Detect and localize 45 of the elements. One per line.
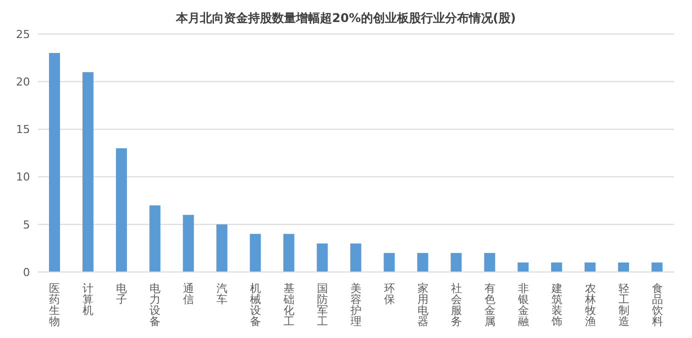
chart-title: 本月北向资金持股数量增幅超20%的创业板股行业分布情况(股) — [174, 10, 517, 27]
bar — [551, 262, 562, 272]
x-tick-label: 机械设备 — [250, 282, 262, 328]
x-tick-label: 非银金融 — [516, 282, 529, 328]
x-tick-label: 农林牧渔 — [584, 282, 596, 328]
x-tick-label: 食品饮料 — [650, 282, 663, 328]
y-tick-label: 20 — [16, 76, 30, 89]
bar — [417, 252, 428, 272]
bar — [116, 148, 127, 272]
x-tick-label: 通信 — [183, 282, 194, 306]
x-tick-label: 计算机 — [82, 282, 94, 317]
bar — [250, 234, 261, 272]
bar — [82, 72, 94, 272]
y-tick-label: 5 — [23, 218, 30, 232]
bar — [149, 205, 160, 272]
bar — [652, 262, 663, 272]
x-tick-label: 电子 — [116, 282, 128, 306]
x-tick-label: 建筑装饰 — [550, 282, 562, 328]
bar — [49, 53, 60, 272]
x-tick-label: 医药生物 — [49, 282, 60, 328]
x-tick-label: 汽车 — [216, 282, 228, 306]
x-tick-label: 电力设备 — [150, 282, 161, 328]
bar — [350, 243, 362, 272]
bar — [384, 252, 395, 272]
bar — [316, 243, 328, 272]
y-tick-label: 0 — [23, 266, 30, 279]
bar — [618, 262, 630, 272]
bar — [216, 224, 228, 272]
x-tick-label: 有色金属 — [484, 282, 496, 328]
bar — [584, 262, 596, 272]
bar — [450, 252, 462, 272]
bar — [182, 214, 194, 272]
bar — [518, 262, 529, 272]
y-tick-label: 25 — [16, 28, 30, 41]
x-tick-label: 国防军工 — [317, 282, 328, 328]
x-tick-label: 环保 — [384, 282, 395, 306]
x-tick-label: 社会服务 — [450, 282, 462, 328]
bar — [283, 234, 294, 272]
y-tick-label: 15 — [16, 123, 30, 136]
x-tick-label: 美容护理 — [350, 282, 362, 328]
x-tick-label: 家用电器 — [417, 282, 428, 328]
x-tick-label: 基础化工 — [282, 282, 295, 328]
x-tick-label: 轻工制造 — [618, 282, 630, 328]
bar — [484, 252, 496, 272]
y-tick-label: 10 — [16, 170, 30, 184]
